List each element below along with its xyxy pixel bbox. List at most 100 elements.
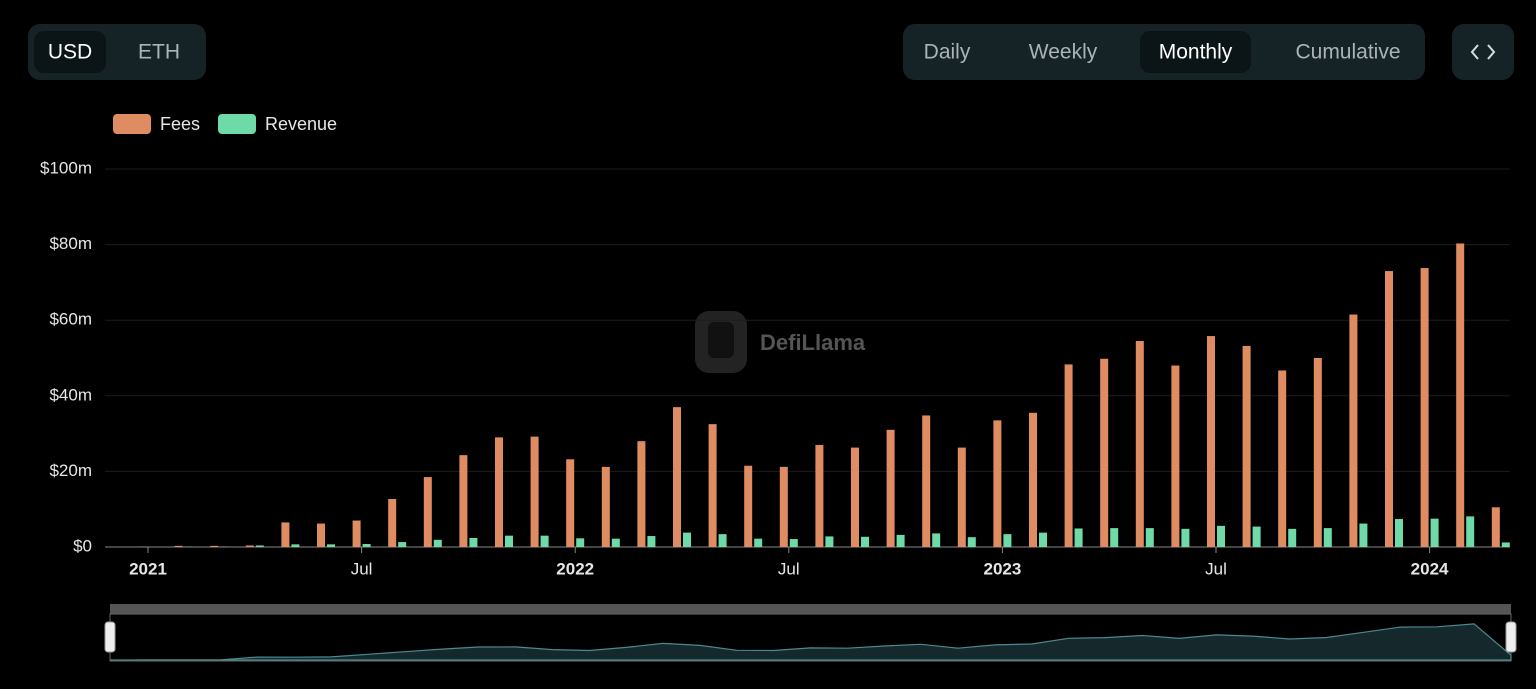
y-tick-label: $80m	[49, 234, 92, 253]
bar	[789, 539, 798, 547]
legend-label: Fees	[160, 114, 200, 134]
y-tick-label: $100m	[40, 158, 92, 177]
x-tick-label: 2021	[129, 559, 167, 578]
bar	[1242, 345, 1251, 547]
bar	[1171, 365, 1180, 547]
embed-icon	[1470, 44, 1496, 60]
bar	[993, 420, 1002, 547]
bar	[1501, 542, 1510, 547]
navigator-handle-bar[interactable]	[110, 604, 1511, 614]
bar	[469, 537, 478, 547]
bar	[1349, 314, 1358, 547]
legend-swatch	[113, 114, 151, 134]
bar	[1135, 340, 1144, 547]
bar	[1145, 528, 1154, 547]
currency-button[interactable]: USD	[48, 41, 92, 64]
bar	[601, 466, 610, 547]
bar	[398, 542, 407, 547]
x-tick-label: Jul	[351, 559, 373, 578]
bar	[433, 539, 442, 547]
bar	[754, 538, 763, 547]
x-tick-label: 2023	[983, 559, 1021, 578]
bar	[683, 532, 691, 547]
period-button[interactable]: Monthly	[1159, 41, 1233, 64]
x-tick-label: 2024	[1411, 559, 1449, 578]
bar	[423, 477, 432, 547]
bar	[611, 538, 620, 547]
watermark-logo	[695, 311, 747, 373]
x-tick-label: 2022	[556, 559, 594, 578]
bar	[1323, 528, 1332, 547]
bar	[291, 544, 300, 547]
y-tick-label: $20m	[49, 461, 92, 480]
bar	[718, 534, 727, 547]
bar	[495, 437, 503, 547]
y-tick-label: $60m	[49, 310, 92, 329]
bar	[967, 537, 976, 547]
currency-button[interactable]: ETH	[138, 41, 180, 64]
bar	[1491, 507, 1500, 547]
bar	[362, 543, 371, 547]
bar	[1395, 519, 1403, 547]
period-button[interactable]: Weekly	[1029, 41, 1098, 64]
bar	[1385, 271, 1393, 547]
bar	[896, 534, 905, 547]
bar	[566, 459, 575, 547]
bar	[1029, 412, 1037, 547]
bar	[957, 447, 966, 547]
bar	[886, 429, 895, 547]
watermark: DefiLlama	[760, 330, 866, 355]
y-tick-label: $0	[73, 536, 92, 555]
bar	[922, 415, 931, 547]
bar	[1288, 528, 1297, 547]
bar	[174, 545, 183, 547]
period-button[interactable]: Cumulative	[1295, 41, 1400, 64]
legend-swatch	[218, 114, 256, 134]
bar	[1430, 518, 1439, 547]
bar	[647, 536, 656, 547]
bar	[1252, 526, 1261, 547]
bar	[851, 447, 859, 547]
bar	[1313, 358, 1322, 547]
bar	[1217, 525, 1225, 547]
navigator-handle[interactable]	[1505, 621, 1517, 653]
x-tick-label: Jul	[1205, 559, 1227, 578]
bar	[281, 522, 290, 547]
period-active-bg	[1140, 31, 1251, 73]
bar	[210, 545, 219, 547]
bar	[576, 538, 585, 547]
bar	[932, 533, 941, 547]
bar	[255, 545, 264, 547]
bar	[505, 535, 513, 547]
bar	[530, 436, 539, 547]
bar	[1110, 528, 1119, 547]
bar	[317, 523, 325, 547]
bar	[459, 455, 468, 547]
bar	[1278, 370, 1287, 547]
bar	[1420, 268, 1429, 547]
bar	[708, 424, 717, 547]
embed-button[interactable]	[1452, 24, 1514, 80]
bar	[673, 407, 681, 547]
bar	[779, 466, 788, 547]
bar	[1039, 532, 1047, 547]
y-tick-label: $40m	[49, 385, 92, 404]
x-tick-label: Jul	[778, 559, 800, 578]
bar	[1074, 528, 1083, 547]
period-button[interactable]: Daily	[924, 41, 971, 64]
bar	[540, 535, 549, 547]
bar	[744, 465, 753, 547]
bar	[825, 536, 834, 547]
navigator-area	[109, 623, 1512, 661]
bar	[388, 498, 397, 547]
bar	[637, 441, 646, 547]
navigator-handle[interactable]	[104, 621, 116, 653]
bar	[861, 536, 869, 547]
bar	[327, 544, 335, 547]
bar	[1181, 528, 1190, 547]
bar	[1207, 336, 1215, 547]
bar	[1100, 358, 1109, 547]
bar	[1359, 523, 1368, 547]
